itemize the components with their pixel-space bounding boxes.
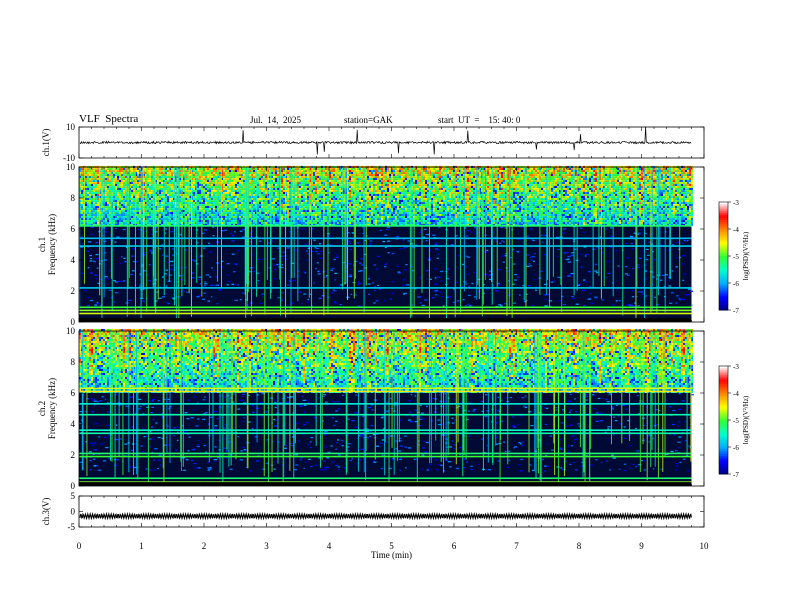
low-band-cutoff <box>79 482 692 486</box>
x-ticks-2 <box>78 331 705 486</box>
y-axis-label-channel: ch.1 <box>37 237 47 252</box>
y-tick-label: 10 <box>66 162 76 172</box>
x-tick-label: 0 <box>77 541 82 551</box>
y-axis-label-frequency: Frequency (kHz) <box>47 378 57 439</box>
ch3-waveform-trace <box>79 511 692 521</box>
x-ticks-0 <box>78 127 705 158</box>
y-tick-label: 8 <box>71 357 76 367</box>
colorbar-label: log(PSD)(V²/Hz) <box>742 231 750 280</box>
x-ticks-1 <box>78 167 705 322</box>
x-tick-label: 7 <box>514 541 519 551</box>
y-tick-label: -5 <box>68 522 76 532</box>
y-tick-label: 10 <box>66 122 76 132</box>
narrowband-line <box>79 309 692 312</box>
colorbar-tick-label: -5 <box>733 417 739 425</box>
y-tick-label: 6 <box>71 224 76 234</box>
colorbar-tick-label: -7 <box>733 307 739 315</box>
spectrogram-image-2 <box>79 329 694 486</box>
ch1-waveform-trace <box>79 126 692 155</box>
x-ticks-3 <box>78 496 705 527</box>
x-tick-label: 4 <box>327 541 332 551</box>
narrowband-line <box>79 390 692 393</box>
x-tick-label: 1 <box>139 541 144 551</box>
y-tick-label: -10 <box>63 153 75 163</box>
x-tick-label: 6 <box>452 541 457 551</box>
narrowband-line <box>79 455 692 458</box>
y-tick-label: 2 <box>71 286 76 296</box>
x-tick-label: 5 <box>389 541 394 551</box>
y-tick-label: 0 <box>71 481 76 491</box>
station-label: station=GAK <box>344 115 393 125</box>
narrowband-line <box>79 452 692 455</box>
y-ticks-2 <box>79 330 704 487</box>
narrowband-line <box>79 432 692 435</box>
y-tick-label: 4 <box>71 255 76 265</box>
y-axis-label: ch.3(V) <box>41 498 51 526</box>
plot-title: VLF Spectra <box>79 113 138 125</box>
colorbar-tick-label: -6 <box>733 444 739 452</box>
y-ticks-1 <box>79 166 704 323</box>
y-axis-label-frequency: Frequency (kHz) <box>47 214 57 275</box>
colorbar-tick-label: -3 <box>733 363 739 371</box>
colorbar-1 <box>718 201 731 311</box>
x-tick-label: 10 <box>700 541 710 551</box>
colorbar-2 <box>718 365 731 475</box>
x-axis-label: Time (min) <box>371 550 412 560</box>
colorbar-tick-label: -4 <box>733 226 739 234</box>
narrowband-line <box>79 403 692 405</box>
colorbar-label: log(PSD)(V²/Hz) <box>742 395 750 444</box>
narrowband-line <box>79 237 692 240</box>
y-tick-label: 10 <box>66 326 76 336</box>
narrowband-line <box>79 225 692 227</box>
narrowband-line <box>79 413 692 416</box>
narrowband-line <box>79 287 692 289</box>
y-ticks-3 <box>79 495 704 528</box>
low-band-cutoff <box>79 318 692 322</box>
x-tick-label: 3 <box>264 541 269 551</box>
colorbar-tick-label: -6 <box>733 280 739 288</box>
colorbar-tick-label: -4 <box>733 390 739 398</box>
colorbar-tick-label: -3 <box>733 199 739 207</box>
y-tick-label: 6 <box>71 388 76 398</box>
y-tick-label: 8 <box>71 193 76 203</box>
narrowband-line <box>79 312 692 315</box>
y-tick-label: 0 <box>71 507 76 517</box>
y-ticks-0 <box>79 126 704 159</box>
panel-frame-3 <box>78 495 705 528</box>
x-tick-label: 9 <box>639 541 644 551</box>
y-tick-label: 0 <box>71 317 76 327</box>
x-tick-label: 8 <box>577 541 582 551</box>
y-tick-label: 4 <box>71 419 76 429</box>
narrowband-line <box>79 477 692 480</box>
narrowband-line <box>79 306 692 309</box>
x-tick-label: 2 <box>202 541 207 551</box>
y-axis-label-channel: ch.2 <box>37 401 47 416</box>
date-label: Jul. 14, 2025 <box>250 115 301 125</box>
y-axis-label: ch.1(V) <box>41 129 51 157</box>
spectrogram-image-1 <box>79 165 694 322</box>
y-tick-label: 2 <box>71 450 76 460</box>
narrowband-line <box>79 429 692 431</box>
start-time-label: start UT = 15: 40: 0 <box>438 115 520 125</box>
colorbar-tick-label: -5 <box>733 253 739 261</box>
narrowband-line <box>79 245 692 247</box>
colorbar-tick-label: -7 <box>733 471 739 479</box>
y-tick-label: 5 <box>71 491 76 501</box>
narrowband-line <box>79 387 692 390</box>
